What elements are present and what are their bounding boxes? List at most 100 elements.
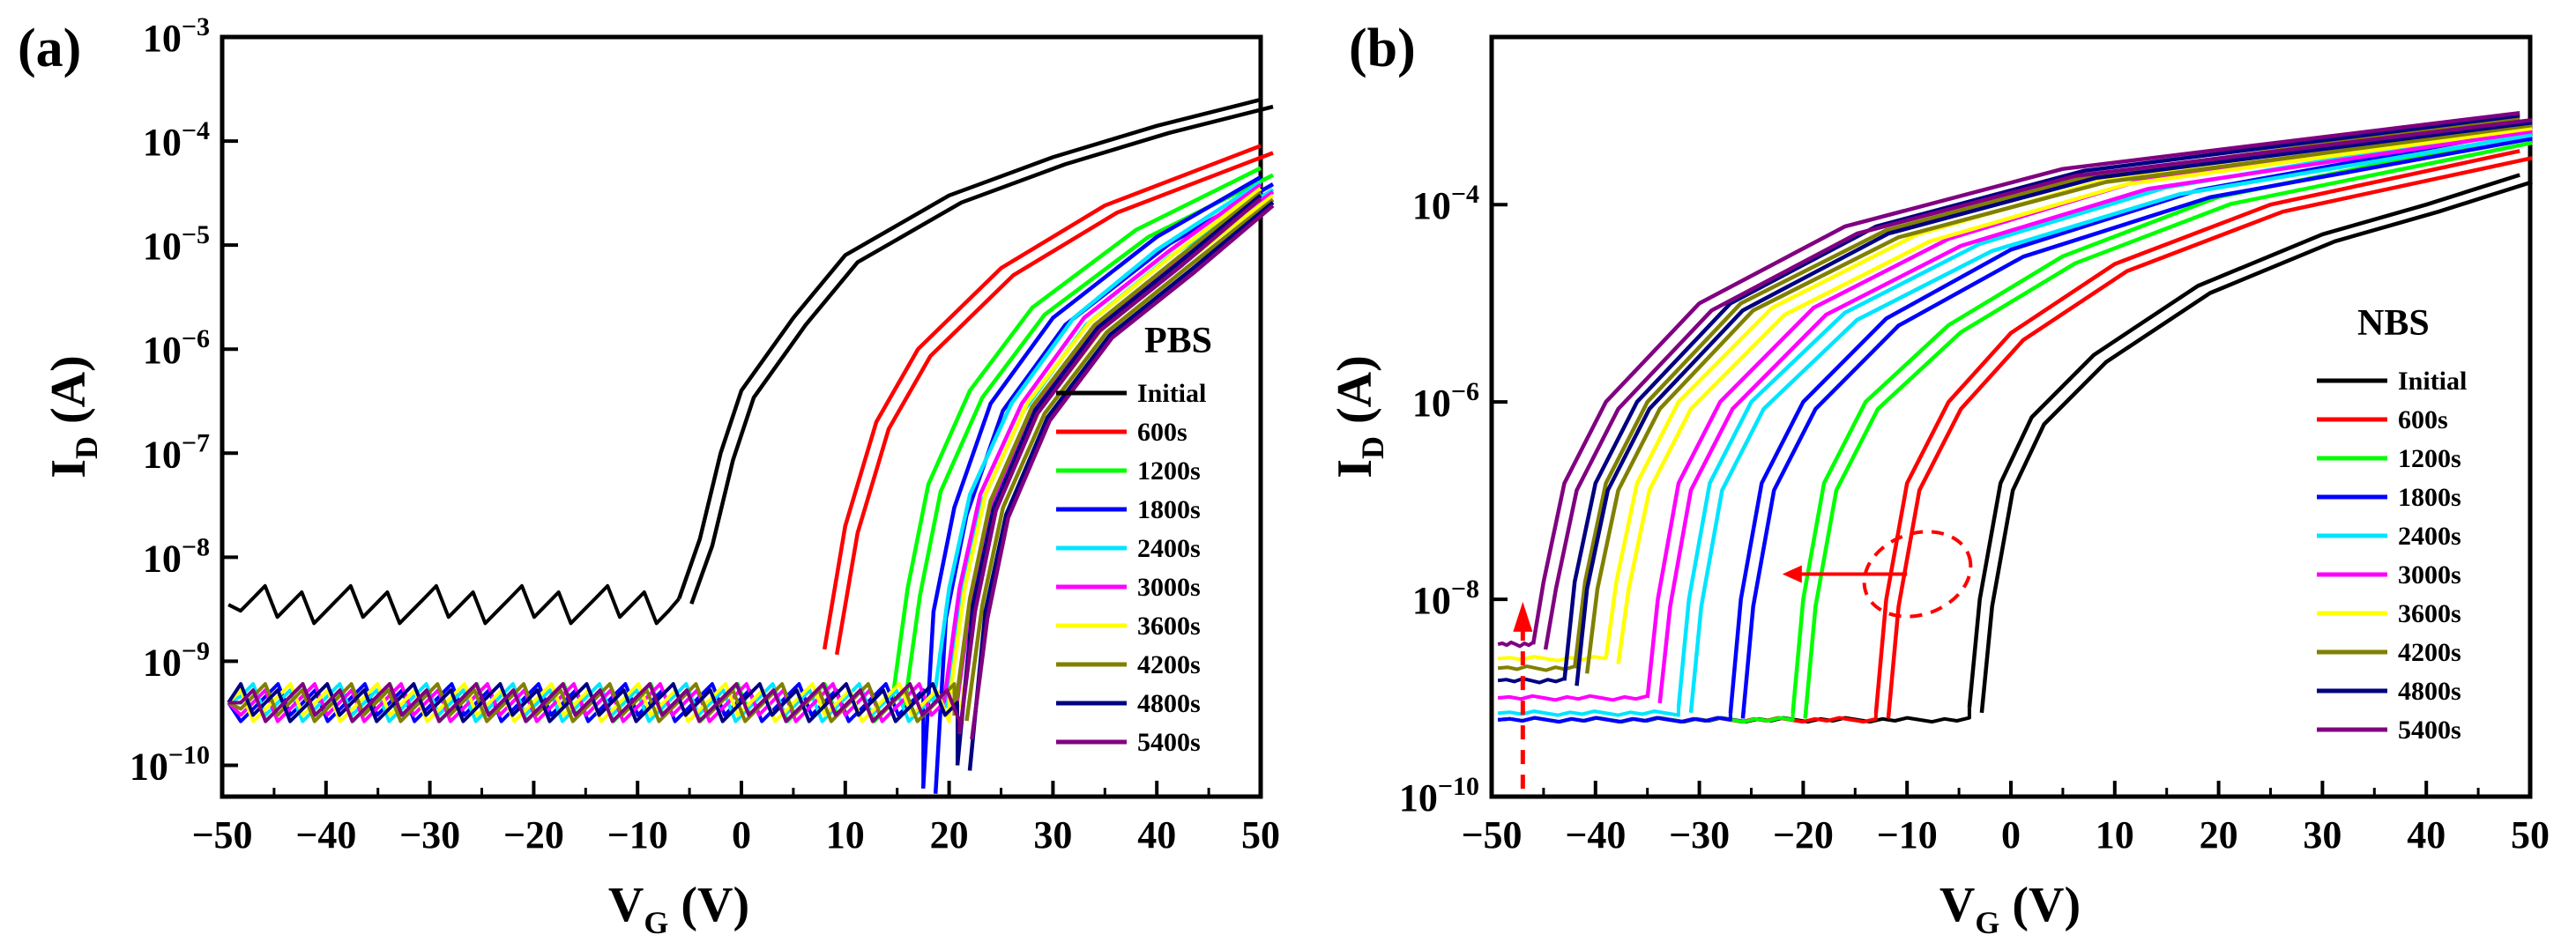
panel-b-curve-return-1800s [1740, 137, 2533, 719]
panel-a-curve-1800s [920, 175, 1262, 789]
panel-a-x-tick-label: 50 [1241, 813, 1280, 857]
panel-b-curve-return-2400s [1688, 132, 2533, 714]
panel-b-series-4800s [1497, 113, 2533, 686]
panel-a-legend-label-3000s: 3000s [1137, 573, 1201, 602]
panel-b-letter: (b) [1349, 19, 1416, 78]
panel-a-curve-4200s [952, 190, 1262, 716]
panel-b-x-tick-label: −30 [1669, 813, 1730, 857]
panel-b-x-tick-label: 10 [2096, 813, 2134, 857]
panel-b-x-tick-label: 40 [2407, 813, 2446, 857]
panel-b-legend-label-600s: 600s [2398, 405, 2448, 434]
panel-b-curve-return-4800s [1575, 120, 2533, 686]
panel-b-legend-label-4200s: 4200s [2398, 638, 2461, 667]
panel-b-legend-label-2400s: 2400s [2398, 522, 2461, 551]
panel-a-y-tick-label: 10−4 [143, 116, 210, 164]
panel-a-x-tick-label: 30 [1033, 813, 1072, 857]
panel-b-y-tick-label: 10−6 [1412, 377, 1479, 425]
panel-b-floor-5400s [1497, 640, 1536, 649]
panel-a-curve-return-3600s [959, 194, 1275, 708]
panel-b-x-tick-label: 0 [2001, 813, 2021, 857]
panel-b-floor-4800s [1497, 677, 1567, 685]
panel-b-y-tick-label: 10−10 [1399, 772, 1479, 820]
panel-a-x-tick-label: −20 [503, 813, 564, 857]
panel-a-series-3000s [227, 182, 1275, 723]
panel-a-x-tick-label: −50 [191, 813, 252, 857]
panel-b-curve-return-600s [1886, 156, 2533, 719]
panel-a-legend: Initial 600s 1200s 1800s 2400s 3000s 3600s 4200… [1056, 379, 1206, 757]
panel-b-curve-5400s [1530, 110, 2520, 645]
panel-a-y-tick-label: 10−6 [143, 324, 210, 372]
panel-b: (b) −50 −40 −30 −20 −10 0 10 20 30 40 50 10−10 10−8… [1328, 19, 2550, 940]
panel-a-legend-label-2400s: 2400s [1137, 534, 1201, 563]
panel-b-curve-return-3600s [1616, 126, 2533, 664]
panel-a: (a) −50 −40 −30 −20 −10 0 10 20 30 40 50 10−10 10−9… [18, 12, 1280, 940]
panel-b-legend: Initial 600s 1200s 1800s 2400s 3000s 3600s 4200… [2317, 367, 2467, 745]
panel-b-legend-label-1800s: 1800s [2398, 483, 2461, 512]
panel-a-curve-Initial [677, 97, 1262, 600]
panel-b-series-5400s [1497, 110, 2533, 650]
panel-a-curve-return-4800s [967, 201, 1275, 771]
panel-b-series-3000s [1497, 122, 2533, 704]
panel-b-floor-3000s [1497, 694, 1649, 702]
panel-a-curve-2400s [931, 181, 1262, 703]
panel-b-annotations [1513, 530, 1973, 790]
panel-b-floor-2400s [1497, 707, 1680, 717]
panel-a-floor-5400s [228, 682, 962, 734]
panel-b-y-ticks: 10−10 10−8 10−6 10−4 [1399, 180, 1508, 820]
panel-a-y-tick-label: 10−3 [143, 12, 210, 60]
panel-b-legend-label-1200s: 1200s [2398, 444, 2461, 473]
panel-b-x-tick-label: 50 [2511, 813, 2550, 857]
panel-b-legend-label-Initial: Initial [2398, 367, 2467, 396]
panel-b-x-ticks: −50 −40 −30 −20 −10 0 10 20 30 40 50 [1461, 781, 2550, 857]
panel-b-series-2400s [1497, 125, 2533, 717]
panel-a-y-tick-label: 10−5 [143, 220, 210, 268]
panel-a-series-600s [822, 144, 1274, 656]
panel-a-series-4200s [227, 190, 1275, 723]
panel-a-curve-return-1200s [902, 173, 1275, 708]
panel-a-curve-3600s [947, 187, 1262, 703]
panel-a-x-tick-label: 0 [732, 813, 751, 857]
panel-b-y-label: ID (A) [1328, 355, 1390, 478]
panel-a-curve-3000s [942, 182, 1262, 703]
panel-a-curve-return-5400s [970, 204, 1275, 740]
panel-a-series-group [227, 97, 1275, 794]
panel-a-curve-600s [822, 144, 1262, 650]
panel-b-legend-label-3600s: 3600s [2398, 599, 2461, 628]
off-current-arrow-head [1513, 601, 1533, 632]
panel-a-curve-return-600s [834, 151, 1274, 656]
panel-b-curve-1800s [1728, 130, 2520, 714]
panel-a-legend-label-4200s: 4200s [1137, 650, 1201, 679]
panel-a-x-label: VG (V) [608, 878, 749, 940]
panel-b-series-1800s [1497, 130, 2533, 724]
panel-b-floor-4200s [1497, 664, 1577, 672]
panel-b-curve-Initial [1967, 173, 2520, 708]
panel-a-curve-4800s [955, 194, 1262, 766]
panel-b-curve-return-3000s [1657, 129, 2533, 704]
panel-b-series-group [1497, 110, 2533, 724]
panel-b-x-tick-label: 30 [2303, 813, 2341, 857]
panel-a-series-Initial [227, 97, 1274, 626]
panel-a-floor-4800s [227, 682, 959, 766]
panel-a-legend-label-1800s: 1800s [1137, 495, 1201, 524]
panel-b-curve-2400s [1676, 125, 2520, 708]
panel-a-legend-label-1200s: 1200s [1137, 456, 1201, 486]
panel-a-x-tick-label: −10 [607, 813, 668, 857]
panel-b-curve-4200s [1572, 115, 2520, 669]
panel-b-series-3600s [1497, 119, 2533, 664]
panel-a-y-ticks: 10−10 10−9 10−8 10−7 10−6 10−5 10−4 10−3 [130, 12, 238, 788]
panel-a-series-4800s [227, 194, 1275, 771]
panel-b-legend-title: NBS [2357, 303, 2430, 344]
panel-a-x-tick-label: −40 [295, 813, 356, 857]
panel-a-y-tick-label: 10−8 [143, 532, 210, 580]
panel-a-y-label: ID (A) [41, 355, 104, 478]
panel-a-series-1200s [228, 166, 1275, 723]
panel-a-curve-1200s [890, 166, 1262, 703]
panel-a-x-tick-label: 10 [826, 813, 865, 857]
panel-b-legend-label-4800s: 4800s [2398, 677, 2461, 706]
panel-b-x-tick-label: −40 [1565, 813, 1626, 857]
panel-a-x-ticks: −50 −40 −30 −20 −10 0 10 20 30 40 50 [191, 781, 1280, 857]
panel-b-legend-label-5400s: 5400s [2398, 716, 2461, 745]
panel-b-x-tick-label: −20 [1773, 813, 1834, 857]
panel-b-legend-label-3000s: 3000s [2398, 560, 2461, 590]
